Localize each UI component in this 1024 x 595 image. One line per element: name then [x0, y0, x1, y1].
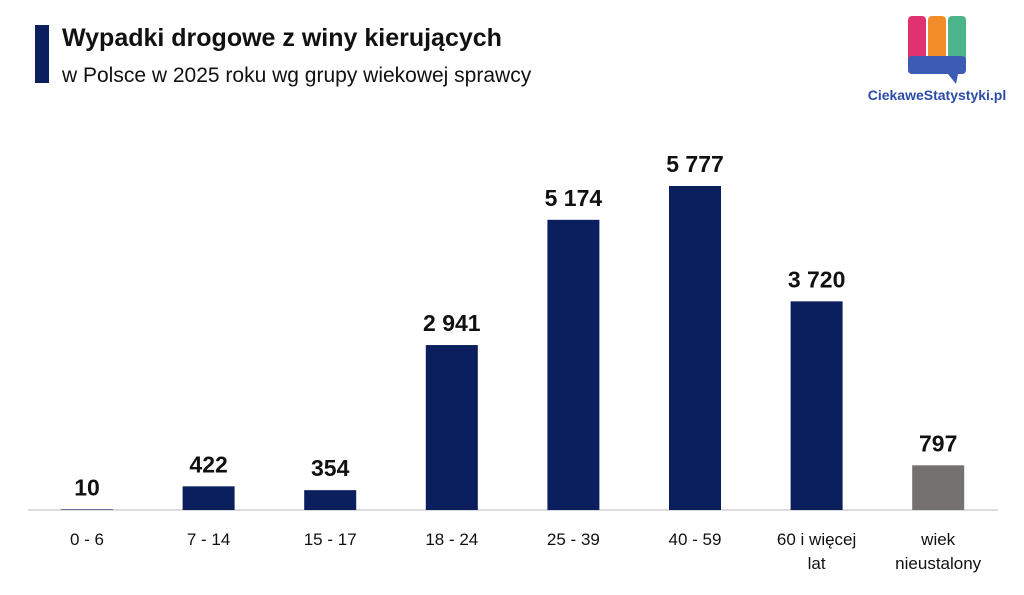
chart-title: Wypadki drogowe z winy kierujących: [62, 24, 502, 52]
x-tick-label: wiek nieustalony: [895, 530, 982, 573]
x-tick-label: 0 - 6: [69, 530, 105, 549]
chart-subtitle: w Polsce w 2025 roku wg grupy wiekowej s…: [61, 64, 532, 87]
title-accent: [35, 25, 49, 83]
bar: [912, 465, 965, 510]
bar: [669, 186, 721, 510]
value-label: 5 174: [545, 185, 603, 211]
x-tick-label: 18 - 24: [425, 530, 479, 549]
bar: [425, 345, 478, 510]
bar: [182, 486, 235, 510]
value-label: 422: [189, 451, 227, 477]
value-label: 2 941: [423, 310, 481, 336]
x-tick-label: 15 - 17: [303, 530, 357, 549]
bar: [61, 509, 113, 510]
bar: [790, 301, 843, 510]
x-tick-label: 7 - 14: [186, 530, 231, 549]
x-tick-label: 40 - 59: [668, 530, 722, 549]
bar: [304, 490, 357, 510]
x-tick-label: 60 i więcej lat: [776, 530, 857, 573]
x-tick-label: 25 - 39: [546, 530, 600, 549]
value-label: 10: [74, 474, 100, 500]
value-label: 3 720: [788, 266, 846, 292]
value-label: 797: [919, 430, 957, 456]
bar: [547, 219, 600, 510]
logo-icon: [908, 16, 966, 84]
value-label: 354: [311, 455, 350, 481]
brand: CiekaweStatystyki.pl: [868, 87, 1007, 103]
value-label: 5 777: [666, 151, 724, 177]
